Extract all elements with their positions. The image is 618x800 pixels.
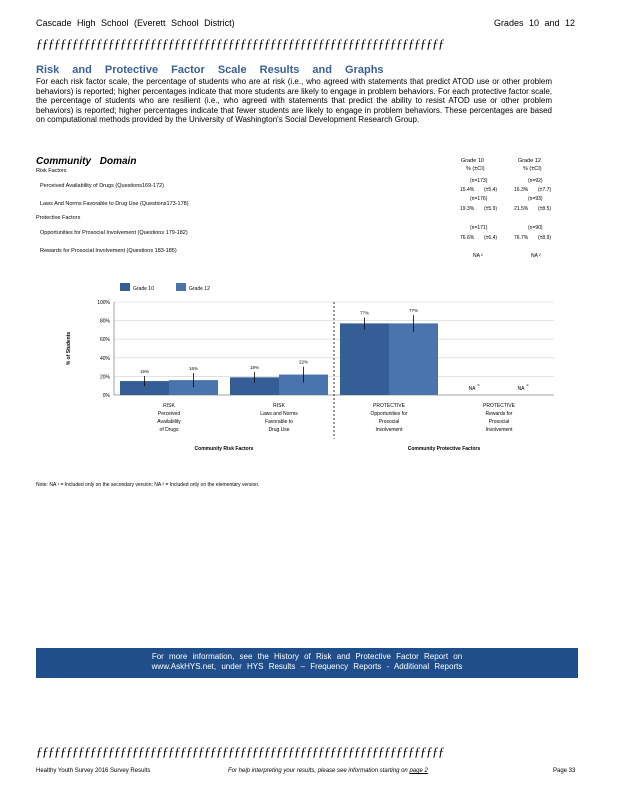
row1-n10: (n=176)	[470, 196, 488, 202]
footnote: Note: NA ¹ = Included only on the second…	[36, 482, 260, 488]
category-label: PROTECTIVE	[483, 403, 516, 409]
row2-n10: (n=171)	[470, 225, 488, 231]
category-label: Favorable to	[265, 419, 293, 425]
category-label: Rewards for	[486, 411, 513, 417]
row0-n10: (n=173)	[470, 178, 488, 184]
group-label: Community Risk Factors	[195, 446, 254, 452]
row2-ci12: (±8.9)	[538, 235, 552, 241]
category-label: of Drugs	[160, 427, 179, 433]
bar-series1-cat1	[120, 381, 169, 395]
bar-value-label: 77%	[409, 308, 418, 313]
category-label: RISK	[273, 403, 285, 409]
row-label-availability: Perceived Availability of Drugs (Questio…	[40, 183, 165, 189]
row2-v12: 76.7%	[514, 235, 529, 241]
decorative-divider-top: ƒƒƒƒƒƒƒƒƒƒƒƒƒƒƒƒƒƒƒƒƒƒƒƒƒƒƒƒƒƒƒƒƒƒƒƒƒƒƒƒ…	[36, 36, 445, 51]
category-label: PROTECTIVE	[373, 403, 406, 409]
category-label: Drug Use	[268, 427, 289, 433]
row0-v12: 16.3%	[514, 187, 529, 193]
na-superscript: c	[478, 382, 480, 387]
bar-value-label: 22%	[299, 360, 308, 365]
col-head-grade12-unit: % (±CI)	[523, 166, 542, 172]
row2-ci10: (±6.4)	[484, 235, 498, 241]
row1-n12: (n=93)	[528, 196, 543, 202]
footer-help-text: For help interpreting your results, plea…	[228, 768, 428, 774]
row2-v10: 76.6%	[460, 235, 475, 241]
y-tick-label: 80%	[100, 319, 111, 325]
row1-v10: 19.3%	[460, 206, 475, 212]
risk-factors-heading: Risk Factors	[36, 168, 67, 174]
category-label: Prosocial	[379, 419, 400, 425]
na-label: NA	[518, 386, 526, 392]
row-label-rewards: Rewards for Prosocial Involvement (Quest…	[40, 248, 177, 254]
report-header-grades: Grades 10 and 12	[493, 18, 575, 28]
group-label: Community Protective Factors	[408, 446, 481, 452]
category-label: RISK	[163, 403, 175, 409]
category-label: Perceived	[158, 411, 180, 417]
row3-n10: NA ²	[473, 253, 483, 259]
col-head-grade10-unit: % (±CI)	[466, 166, 485, 172]
community-domain-chart: % of Students 0% 20% 40% 60% 80% 100% Grade 10 G…	[66, 283, 554, 452]
row1-ci10: (±5.9)	[484, 206, 498, 212]
col-head-grade12: Grade 12	[518, 158, 541, 164]
y-axis-label: % of Students	[66, 332, 72, 366]
bar-value-label: 16%	[189, 366, 198, 371]
y-tick-label: 100%	[97, 300, 110, 306]
banner-line-1: For more information, see the History of…	[151, 652, 463, 661]
intro-paragraph: For each risk factor scale, the percenta…	[36, 77, 552, 124]
category-label: Involvement	[486, 427, 514, 433]
row1-v12: 21.5%	[514, 206, 529, 212]
row0-v10: 15.4%	[460, 187, 475, 193]
domain-title: Community Domain	[36, 156, 137, 167]
bar-value-label: 19%	[250, 365, 259, 370]
bar-value-label: 77%	[360, 310, 369, 315]
row-label-opportunities: Opportunities for Prosocial Involvement …	[40, 230, 188, 236]
row0-ci12: (±7.7)	[538, 187, 552, 193]
report-header-school: Cascade High School (Everett School Dist…	[36, 18, 235, 28]
footer-page-number: Page 33	[553, 768, 576, 774]
bar-series2-cat3	[389, 323, 438, 395]
footer-help-prefix: For help interpreting your results, plea…	[228, 768, 410, 774]
legend-swatch-2	[176, 283, 186, 291]
bar-series2-cat2	[279, 374, 328, 395]
row1-ci12: (±8.5)	[538, 206, 552, 212]
row-label-laws-norms: Laws And Norms Favorable to Drug Use (Qu…	[40, 201, 189, 207]
bar-series1-cat2	[230, 377, 279, 395]
row3-n12: NA ²	[531, 253, 541, 259]
row2-n12: (n=90)	[528, 225, 543, 231]
decorative-divider-bottom: ƒƒƒƒƒƒƒƒƒƒƒƒƒƒƒƒƒƒƒƒƒƒƒƒƒƒƒƒƒƒƒƒƒƒƒƒƒƒƒƒ…	[36, 744, 445, 759]
protective-factors-heading: Protective Factors	[36, 215, 81, 221]
category-label: Opportunities for	[371, 411, 408, 417]
category-label: Laws and Norms	[260, 411, 298, 417]
col-head-grade10: Grade 10	[461, 158, 484, 164]
y-tick-label: 60%	[100, 337, 111, 343]
na-label: NA	[469, 386, 477, 392]
category-label: Availability	[157, 419, 181, 425]
row0-n12: (n=92)	[528, 178, 543, 184]
y-tick-label: 40%	[100, 356, 111, 362]
row0-ci10: (±5.4)	[484, 187, 498, 193]
bar-series1-cat3	[340, 323, 389, 395]
category-label: Involvement	[376, 427, 404, 433]
more-info-banner: For more information, see the History of…	[36, 648, 578, 678]
section-title: Risk and Protective Factor Scale Results…	[36, 64, 384, 76]
y-tick-label: 0%	[103, 393, 111, 399]
banner-line-2: www.AskHYS.net, under HYS Results – Freq…	[151, 662, 463, 671]
legend-swatch-1	[120, 283, 130, 291]
legend-label-1: Grade 10	[133, 286, 154, 292]
bar-series2-cat1	[169, 380, 218, 395]
legend-label-2: Grade 12	[189, 286, 210, 292]
na-superscript: c	[527, 382, 529, 387]
bar-value-label: 15%	[140, 369, 149, 374]
y-tick-label: 20%	[100, 374, 111, 380]
footer-page-link[interactable]: page 2	[409, 768, 428, 774]
category-label: Prosocial	[489, 419, 510, 425]
footer-survey-name: Healthy Youth Survey 2016 Survey Results	[36, 768, 151, 774]
